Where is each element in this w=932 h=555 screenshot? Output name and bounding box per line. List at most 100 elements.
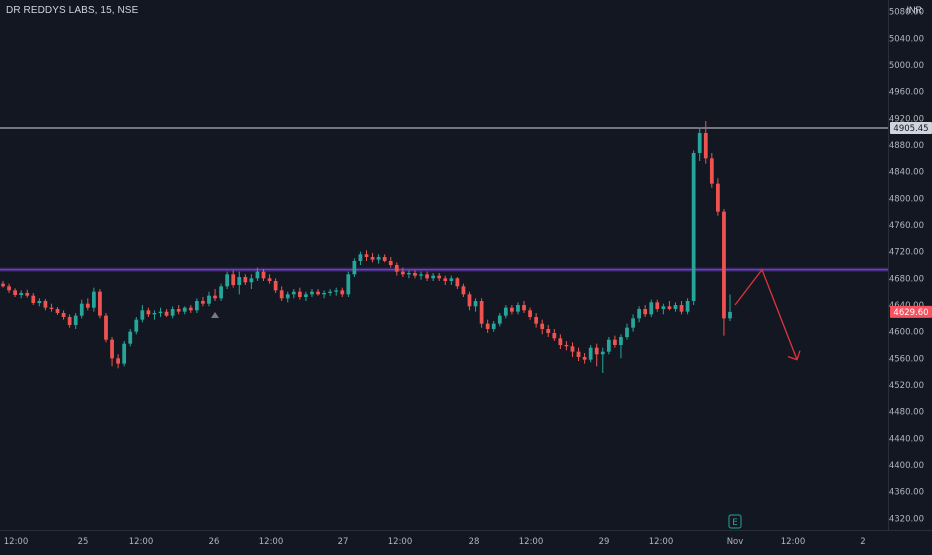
candle-body: [431, 276, 435, 279]
candle-body: [280, 290, 284, 298]
dividend-marker-icon: [211, 312, 219, 318]
candle-body: [243, 277, 247, 282]
candle-body: [207, 296, 211, 304]
last-price-label: 4629.60: [893, 308, 928, 318]
candle-body: [522, 305, 526, 310]
time-tick-label: Nov: [727, 537, 744, 547]
candle-body: [25, 293, 29, 296]
candle-body: [407, 273, 411, 274]
candle-body: [540, 324, 544, 329]
candle-body: [534, 317, 538, 324]
candle-body: [219, 286, 223, 298]
candle-body: [250, 278, 254, 282]
time-tick-label: 28: [469, 537, 480, 547]
candle-body: [389, 261, 393, 265]
time-tick-label: 27: [338, 537, 349, 547]
candle-body: [395, 265, 399, 272]
candle-body: [692, 153, 696, 301]
candle-body: [401, 272, 405, 275]
candle-body: [558, 338, 562, 345]
time-tick-label: 12:00: [4, 537, 29, 547]
time-tick-label: 12:00: [649, 537, 674, 547]
price-tick-label: 4480.00: [889, 408, 924, 418]
price-tick-label: 4800.00: [889, 194, 924, 204]
candle-body: [504, 308, 508, 316]
time-tick-label: 12:00: [781, 537, 806, 547]
price-tick-label: 4840.00: [889, 168, 924, 178]
candle-body: [147, 310, 151, 314]
candle-body: [104, 316, 108, 340]
candle-body: [19, 293, 23, 295]
price-axis: 5080.005040.005000.004960.004920.004880.…: [889, 0, 932, 530]
candle-body: [516, 305, 520, 312]
candle-body: [680, 305, 684, 312]
price-tick-label: 4520.00: [889, 381, 924, 391]
price-tick-label: 4600.00: [889, 328, 924, 338]
time-tick-label: 26: [209, 537, 220, 547]
candle-body: [595, 348, 599, 355]
candle-body: [486, 324, 490, 329]
candle-body: [128, 332, 132, 344]
candle-body: [340, 290, 344, 294]
candle-body: [480, 301, 484, 324]
candle-body: [7, 286, 11, 290]
candle-body: [334, 290, 338, 291]
candle-body: [256, 272, 260, 279]
price-tick-label: 4760.00: [889, 221, 924, 231]
time-tick-label: 2: [860, 537, 865, 547]
candle-body: [583, 357, 587, 360]
candle-body: [140, 310, 144, 319]
candle-body: [153, 313, 157, 314]
candle-body: [716, 184, 720, 212]
candle-body: [637, 309, 641, 318]
candle-body: [619, 337, 623, 345]
candle-body: [449, 278, 453, 281]
chart-title: DR REDDYS LABS, 15, NSE: [6, 5, 138, 16]
price-tick-label: 4440.00: [889, 434, 924, 444]
candle-body: [686, 301, 690, 312]
candle-body: [552, 333, 556, 338]
level-price-label: 4905.45: [893, 124, 928, 134]
candle-body: [413, 273, 417, 276]
price-tick-label: 4680.00: [889, 274, 924, 284]
price-tick-label: 4360.00: [889, 488, 924, 498]
price-tick-label: 5000.00: [889, 61, 924, 71]
candle-body: [698, 133, 702, 153]
candle-body: [304, 294, 308, 297]
candle-body: [510, 308, 514, 312]
candle-body: [528, 310, 532, 317]
candle-body: [225, 274, 229, 286]
candle-body: [213, 296, 217, 299]
candle-body: [631, 318, 635, 327]
candle-body: [310, 292, 314, 295]
candle-body: [437, 276, 441, 279]
candle-body: [56, 309, 60, 313]
candle-body: [546, 329, 550, 333]
candle-body: [134, 320, 138, 332]
candle-body: [231, 274, 235, 285]
candles: [1, 121, 732, 373]
candle-body: [268, 278, 272, 281]
candle-body: [365, 254, 369, 257]
candle-body: [661, 306, 665, 309]
candle-body: [371, 257, 375, 260]
candle-body: [377, 257, 381, 260]
candle-body: [298, 292, 302, 297]
earnings-marker-label: E: [732, 518, 738, 528]
candle-body: [643, 309, 647, 314]
candle-body: [704, 133, 708, 158]
candle-body: [607, 340, 611, 352]
candle-body: [577, 352, 581, 357]
candle-body: [110, 340, 114, 359]
time-tick-label: 29: [599, 537, 610, 547]
time-tick-label: 12:00: [259, 537, 284, 547]
projection-arrow: [735, 270, 797, 360]
candle-body: [122, 344, 126, 364]
price-tick-label: 4320.00: [889, 514, 924, 524]
candle-body: [50, 308, 54, 309]
candle-body: [116, 358, 120, 363]
candle-body: [601, 352, 605, 355]
candle-body: [292, 292, 296, 295]
